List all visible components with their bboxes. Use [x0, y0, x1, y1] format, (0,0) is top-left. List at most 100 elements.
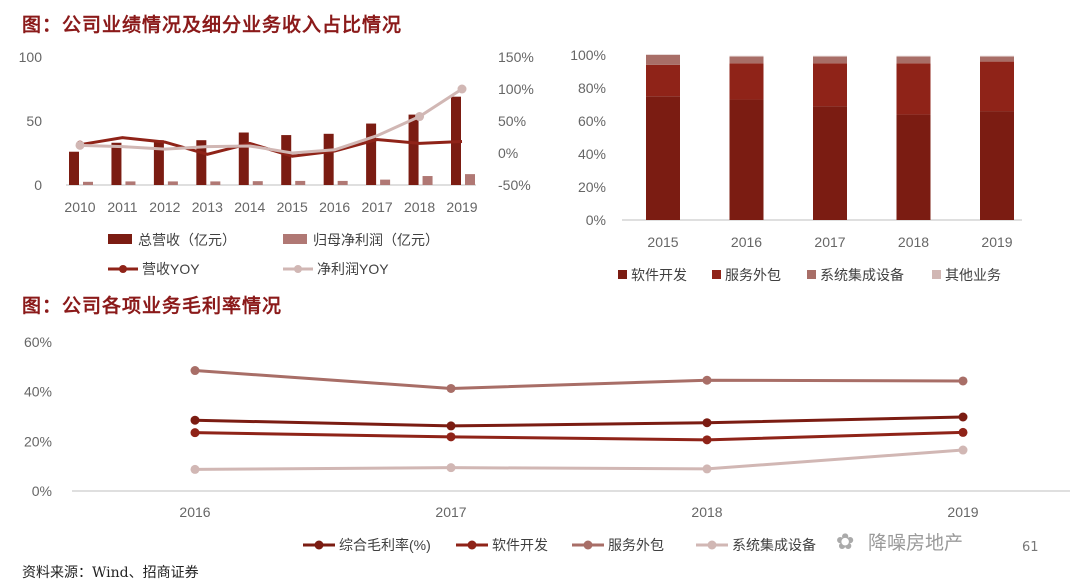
legend-label: 软件开发 — [631, 267, 687, 283]
line-margin-point — [702, 418, 712, 428]
line-margin-point — [446, 463, 456, 473]
stacked-bar-segment — [646, 64, 680, 97]
line-margin-point — [958, 445, 968, 455]
stacked-bar-segment — [980, 55, 1014, 57]
x-axis-tick-label: 2014 — [234, 199, 265, 215]
bar-net-profit — [337, 180, 348, 185]
legend-label: 净利润YOY — [317, 261, 389, 277]
wechat-icon: ✿ — [836, 530, 855, 555]
legend-swatch — [314, 540, 324, 550]
bar-revenue — [111, 142, 122, 185]
x-axis-tick-label: 2019 — [981, 234, 1012, 250]
stacked-bar-segment — [813, 56, 847, 64]
bar-revenue — [281, 135, 292, 185]
x-axis-tick-label: 2019 — [446, 199, 477, 215]
legend-label: 总营收（亿元） — [138, 232, 236, 248]
x-axis-tick-label: 2018 — [404, 199, 435, 215]
x-axis-tick-label: 2017 — [435, 504, 466, 520]
line-margin-series — [194, 430, 964, 442]
legend-swatch — [467, 540, 477, 550]
legend-swatch — [583, 540, 593, 550]
bar-revenue — [196, 140, 207, 185]
point-profit-yoy — [75, 140, 85, 150]
stacked-bar-segment — [729, 63, 764, 100]
line-profit-yoy — [79, 87, 463, 155]
legend-label: 系统集成设备 — [820, 267, 904, 283]
stacked-bar-segment — [980, 61, 1014, 112]
line-margin-point — [190, 366, 200, 376]
x-axis-tick-label: 2017 — [362, 199, 393, 215]
bar-net-profit — [380, 179, 391, 185]
right-axis-tick-label: 0% — [498, 145, 518, 161]
legend-label: 归母净利润（亿元） — [313, 232, 439, 248]
legend-swatch — [119, 265, 127, 273]
legend-swatch — [712, 270, 721, 279]
line-margin-point — [446, 383, 456, 393]
legend-swatch — [807, 270, 816, 279]
legend-swatch — [932, 270, 941, 279]
stacked-bar-segment — [896, 56, 931, 64]
line-margin-point — [446, 421, 456, 431]
point-profit-yoy — [415, 112, 425, 122]
right-axis-tick-label: 150% — [498, 49, 534, 65]
bar-net-profit — [210, 181, 221, 185]
stacked-bar-segment — [980, 111, 1014, 220]
y-axis-tick-label: 20% — [578, 179, 606, 195]
left-axis-tick-label: 50 — [26, 113, 42, 129]
stacked-bar-segment — [646, 55, 680, 65]
y-axis-tick-label: 100% — [570, 47, 606, 63]
line-margin-point — [958, 376, 968, 386]
y-axis-tick-label: 60% — [578, 113, 606, 129]
line-margin-point — [190, 464, 200, 474]
bar-revenue — [366, 123, 377, 185]
y-axis-tick-label: 40% — [578, 146, 606, 162]
bar-revenue — [69, 151, 79, 185]
x-axis-tick-label: 2018 — [898, 234, 929, 250]
bar-net-profit — [465, 174, 475, 185]
line-margin-point — [958, 412, 968, 422]
bar-net-profit — [83, 181, 93, 185]
left-axis-tick-label: 0 — [34, 177, 42, 193]
x-axis-tick-label: 2015 — [277, 199, 308, 215]
legend-swatch — [707, 540, 717, 550]
point-profit-yoy — [457, 84, 467, 94]
right-axis-tick-label: -50% — [498, 177, 531, 193]
bar-revenue — [153, 140, 164, 185]
x-axis-tick-label: 2015 — [647, 234, 678, 250]
source-note: 资料来源：Wind、招商证券 — [22, 565, 199, 581]
right-axis-tick-label: 50% — [498, 113, 526, 129]
bar-net-profit — [125, 181, 136, 185]
line-margin-series — [194, 369, 964, 390]
stacked-bar-segment — [729, 99, 764, 220]
x-axis-tick-label: 2010 — [64, 199, 95, 215]
y-axis-tick-label: 0% — [586, 212, 606, 228]
y-axis-tick-label: 0% — [32, 483, 52, 499]
right-axis-tick-label: 100% — [498, 81, 534, 97]
stacked-bar-segment — [896, 114, 931, 220]
y-axis-tick-label: 80% — [578, 80, 606, 96]
stacked-bar-segment — [813, 106, 847, 220]
bar-net-profit — [167, 181, 178, 185]
bar-revenue — [408, 114, 419, 185]
x-axis-tick-label: 2016 — [179, 504, 210, 520]
line-margin-series — [194, 415, 964, 428]
x-axis-tick-label: 2017 — [814, 234, 845, 250]
x-axis-tick-label: 2013 — [192, 199, 223, 215]
stacked-bar-segment — [729, 56, 764, 64]
bar-net-profit — [252, 181, 263, 185]
y-axis-tick-label: 20% — [24, 433, 52, 449]
x-axis-tick-label: 2016 — [319, 199, 350, 215]
line-margin-point — [190, 428, 200, 438]
bar-net-profit — [422, 176, 433, 185]
legend-swatch — [283, 234, 307, 244]
legend-swatch — [108, 234, 132, 244]
stacked-bar-segment — [813, 63, 847, 107]
stacked-bar-segment — [646, 96, 680, 220]
x-axis-tick-label: 2016 — [731, 234, 762, 250]
legend-label: 营收YOY — [142, 261, 200, 277]
stacked-bar-segment — [896, 63, 931, 115]
bar-revenue — [238, 132, 249, 185]
chart-title-performance: 图：公司业绩情况及细分业务收入占比情况 — [22, 14, 403, 36]
line-margin-point — [702, 435, 712, 445]
